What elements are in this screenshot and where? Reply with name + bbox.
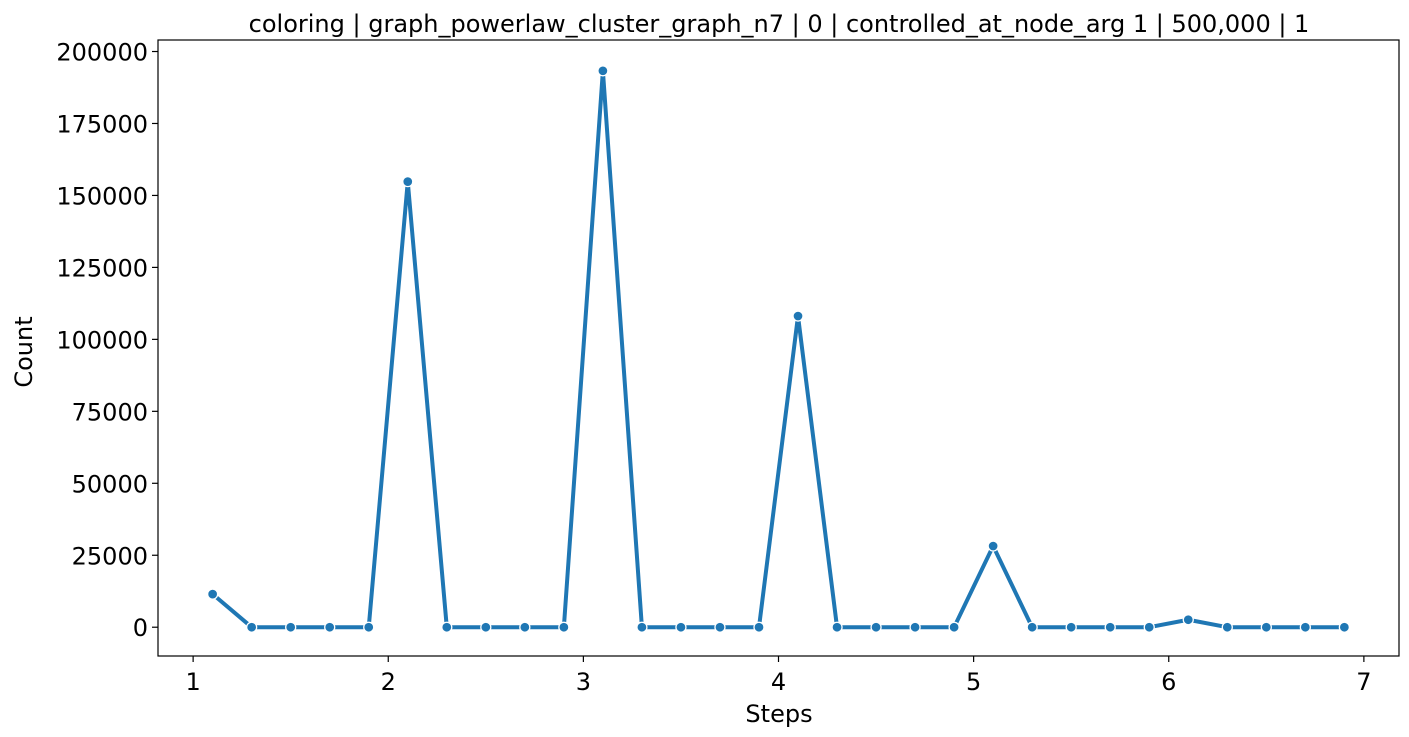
data-point [519,621,531,633]
data-point [1143,621,1155,633]
y-tick-label: 150000 [56,182,148,210]
y-tick-label: 25000 [72,542,148,570]
data-point [363,621,375,633]
x-tick-label: 3 [576,668,591,696]
x-tick-label: 4 [771,668,786,696]
x-tick-label: 2 [381,668,396,696]
data-point [987,540,999,552]
data-point [636,621,648,633]
data-point [753,621,765,633]
data-point [831,621,843,633]
data-point [206,588,219,600]
x-tick-label: 6 [1161,668,1176,696]
data-point [870,621,882,633]
data-point [558,621,570,633]
x-tick-label: 7 [1356,668,1371,696]
y-tick-label: 100000 [56,326,148,354]
data-point [597,65,609,77]
data-point [441,621,453,633]
data-point [909,621,921,633]
data-point [246,621,258,633]
data-point [1065,621,1077,633]
y-tick-label: 75000 [72,398,148,426]
y-tick-label: 0 [133,614,148,642]
data-point [1299,621,1311,633]
y-tick-label: 175000 [56,110,148,138]
x-tick-label: 5 [966,668,981,696]
data-point [402,175,414,188]
x-axis-label: Steps [745,700,812,728]
data-point [324,621,336,633]
plot-frame [157,39,1400,657]
y-tick-label: 125000 [56,254,148,282]
data-point [1182,614,1194,626]
data-point [1221,621,1233,633]
plot-area: 1 2 3 4 5 6 7 0 25000 50000 75000 100000 125000 15000… [56,39,1400,696]
y-tick-label: 200000 [56,39,148,67]
data-point [480,621,492,633]
data-point [1338,621,1351,633]
x-tick-label: 1 [185,668,200,696]
data-point [1026,621,1038,633]
data-point [948,621,960,633]
data-point [1260,621,1272,633]
data-point [285,621,297,633]
data-point [714,621,726,633]
y-axis-label: Count [10,316,38,387]
y-tick-label: 50000 [72,470,148,498]
data-point [1104,621,1116,633]
data-point [675,621,687,633]
data-point [792,310,804,322]
series-line [210,68,1347,630]
chart-title: coloring | graph_powerlaw_cluster_graph_… [249,10,1310,38]
